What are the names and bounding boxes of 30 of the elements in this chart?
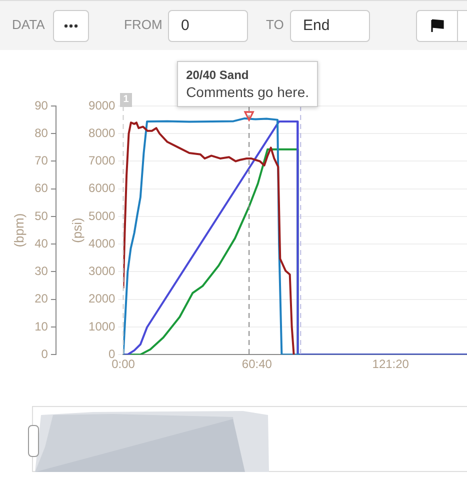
y2-tick-label: 50	[34, 208, 48, 223]
y-tick-label: 3000	[88, 264, 116, 278]
y-tick-label: 8000	[88, 126, 116, 140]
y2-tick-label: 30	[34, 264, 48, 278]
text: End	[290, 10, 370, 42]
y-tick-label: 7000	[88, 154, 116, 168]
y-tick-label: 4000	[88, 236, 116, 250]
y2-tick-label: 60	[34, 181, 48, 196]
x-tick-label: 121:20	[372, 357, 410, 372]
annotation: Comments go here.	[186, 84, 310, 100]
text: TO	[266, 17, 284, 32]
text: FROM	[124, 17, 162, 32]
y-tick-label: 5000	[88, 208, 116, 223]
text: 0	[168, 10, 248, 42]
y2-tick-label: 70	[34, 154, 48, 168]
y2-tick-label: 0	[41, 346, 48, 361]
text: DATA	[12, 17, 45, 32]
y-axis-title: (psi)	[69, 218, 84, 243]
y-tick-label: 1000	[88, 319, 116, 334]
y2-axis-title: (bpm)	[11, 213, 26, 248]
y-tick-label: 6000	[88, 181, 116, 196]
y2-tick-label: 10	[34, 319, 48, 334]
annotation: 20/40 Sand	[186, 68, 250, 82]
y2-tick-label: 40	[34, 236, 48, 250]
y2-tick-label: 80	[34, 126, 48, 140]
y-tick-label: 9000	[88, 98, 116, 112]
y2-tick-label: 90	[34, 98, 48, 112]
y2-tick-label: 20	[34, 292, 48, 306]
y-tick-label: 2000	[88, 292, 116, 306]
x-tick-label: 60:40	[242, 357, 272, 372]
